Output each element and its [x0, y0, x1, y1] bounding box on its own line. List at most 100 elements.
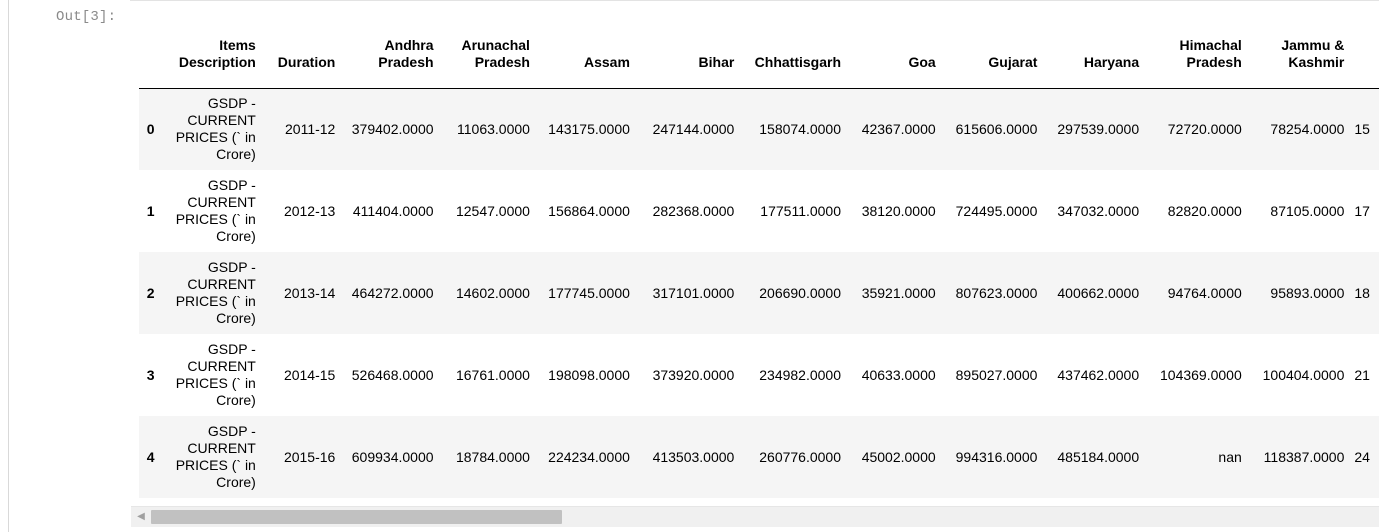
- scroll-left-arrow-icon[interactable]: ◀: [137, 511, 145, 522]
- dataframe-output: Items Description Duration Andhra Pradesh A…: [131, 1, 1379, 501]
- table-cell: 994316.0000: [955, 449, 1038, 465]
- table-cell: 177745.0000: [548, 285, 630, 301]
- table-row: 3 GSDP - CURRENT PRICES (` in Crore) 2014-…: [139, 334, 1379, 416]
- table-row: 0 GSDP - CURRENT PRICES (` in Crore) 2011-…: [139, 88, 1379, 170]
- table-cell: 615606.0000: [955, 121, 1038, 138]
- table-cell: 72720.0000: [1167, 121, 1242, 138]
- table-body: 0 GSDP - CURRENT PRICES (` in Crore) 2011-…: [139, 88, 1379, 498]
- row-index: 1: [146, 203, 155, 219]
- table-cell: 78254.0000: [1270, 121, 1345, 138]
- row-index: 0: [146, 121, 155, 138]
- table-cell: 282368.0000: [652, 203, 735, 219]
- items-description-cell: GSDP - CURRENT PRICES (` in Crore): [175, 95, 256, 163]
- table-cell: 413503.0000: [652, 449, 735, 465]
- column-header: Goa: [846, 29, 941, 89]
- items-description-cell: GSDP - CURRENT PRICES (` in Crore): [175, 341, 256, 408]
- table-cell: 82820.0000: [1167, 203, 1242, 219]
- table-cell: 895027.0000: [955, 367, 1038, 383]
- table-cell: 198098.0000: [548, 367, 630, 383]
- table-cell: 21: [1354, 367, 1370, 383]
- table-cell: 437462.0000: [1057, 367, 1140, 383]
- scrollbar-thumb[interactable]: [151, 510, 562, 524]
- table-cell: 17: [1354, 203, 1370, 219]
- table-cell: 807623.0000: [955, 285, 1038, 301]
- table-cell: 87105.0000: [1270, 203, 1345, 219]
- table-cell: 526468.0000: [351, 367, 434, 383]
- table-cell: 2013-14: [283, 285, 336, 301]
- column-header: Assam: [534, 29, 635, 89]
- table-cell: nan: [1218, 449, 1242, 465]
- column-header: Bihar: [634, 29, 740, 89]
- column-header: Duration: [260, 29, 341, 89]
- table-cell: 42367.0000: [861, 121, 936, 138]
- cell-left-border: [8, 0, 9, 532]
- row-index: 4: [146, 449, 155, 465]
- column-header: [1349, 29, 1379, 89]
- table-cell: 18: [1354, 285, 1370, 301]
- table-cell: 373920.0000: [652, 367, 735, 383]
- table-cell: 485184.0000: [1057, 449, 1140, 465]
- table-cell: 143175.0000: [548, 121, 630, 138]
- table-cell: 379402.0000: [351, 121, 434, 138]
- table-cell: 11063.0000: [457, 121, 530, 138]
- table-cell: 45002.0000: [861, 449, 936, 465]
- table-cell: 24: [1354, 449, 1370, 465]
- table-cell: 38120.0000: [861, 203, 936, 219]
- column-header: Chhattisgarh: [739, 29, 847, 89]
- table-cell: 15: [1354, 121, 1370, 138]
- table-cell: 234982.0000: [759, 367, 842, 383]
- table-cell: 158074.0000: [759, 121, 842, 138]
- column-header: Gujarat: [940, 29, 1043, 89]
- table-cell: 14602.0000: [455, 285, 530, 301]
- table-cell: 118387.0000: [1263, 449, 1345, 465]
- table-cell: 104369.0000: [1160, 367, 1242, 383]
- column-header: Andhra Pradesh: [340, 29, 439, 89]
- items-description-cell: GSDP - CURRENT PRICES (` in Crore): [175, 259, 256, 326]
- table-cell: 2014-15: [283, 367, 336, 383]
- table-cell: 16761.0000: [455, 367, 530, 383]
- table-row: 4 GSDP - CURRENT PRICES (` in Crore) 2015-…: [139, 416, 1379, 498]
- table-cell: 12547.0000: [455, 203, 530, 219]
- table-cell: 411404.0000: [352, 203, 434, 219]
- table-cell: 156864.0000: [548, 203, 630, 219]
- column-header: Items Description: [162, 29, 261, 89]
- column-header: Jammu & Kashmir: [1246, 29, 1350, 89]
- header-row: Items Description Duration Andhra Pradesh A…: [139, 29, 1379, 89]
- table-cell: 177511.0000: [760, 203, 842, 219]
- table-cell: 40633.0000: [861, 367, 936, 383]
- table-row: 1 GSDP - CURRENT PRICES (` in Crore) 2012-…: [139, 170, 1379, 252]
- cell-top-border: [130, 0, 1379, 1]
- table-cell: 224234.0000: [548, 449, 630, 465]
- table-row: 2 GSDP - CURRENT PRICES (` in Crore) 2013-…: [139, 252, 1379, 334]
- items-description-cell: GSDP - CURRENT PRICES (` in Crore): [175, 177, 256, 244]
- table-cell: 100404.0000: [1262, 367, 1345, 383]
- table-cell: 95893.0000: [1270, 285, 1345, 301]
- table-cell: 400662.0000: [1057, 285, 1140, 301]
- table-cell: 317101.0000: [652, 285, 735, 301]
- table-cell: 247144.0000: [652, 121, 735, 138]
- table-cell: 18784.0000: [455, 449, 530, 465]
- dataframe-table: Items Description Duration Andhra Pradesh A…: [139, 29, 1379, 498]
- table-cell: 347032.0000: [1057, 203, 1140, 219]
- column-header: Haryana: [1042, 29, 1145, 89]
- column-header: Arunachal Pradesh: [438, 29, 535, 89]
- items-description-cell: GSDP - CURRENT PRICES (` in Crore): [175, 423, 256, 490]
- horizontal-scrollbar[interactable]: ◀: [131, 506, 1379, 527]
- row-index: 3: [146, 367, 155, 383]
- table-cell: 2015-16: [283, 449, 336, 465]
- column-header: [139, 29, 163, 89]
- table-cell: 464272.0000: [351, 285, 434, 301]
- output-prompt: Out[3]:: [56, 9, 117, 25]
- table-cell: 297539.0000: [1057, 121, 1140, 138]
- table-cell: 94764.0000: [1167, 285, 1242, 301]
- table-cell: 206690.0000: [759, 285, 842, 301]
- table-cell: 2011-12: [285, 121, 336, 138]
- table-cell: 35921.0000: [861, 285, 936, 301]
- table-cell: 609934.0000: [351, 449, 434, 465]
- column-header: Himachal Pradesh: [1144, 29, 1247, 89]
- table-cell: 2012-13: [283, 203, 336, 219]
- table-cell: 724495.0000: [955, 203, 1038, 219]
- table-cell: 260776.0000: [759, 449, 842, 465]
- row-index: 2: [146, 285, 155, 301]
